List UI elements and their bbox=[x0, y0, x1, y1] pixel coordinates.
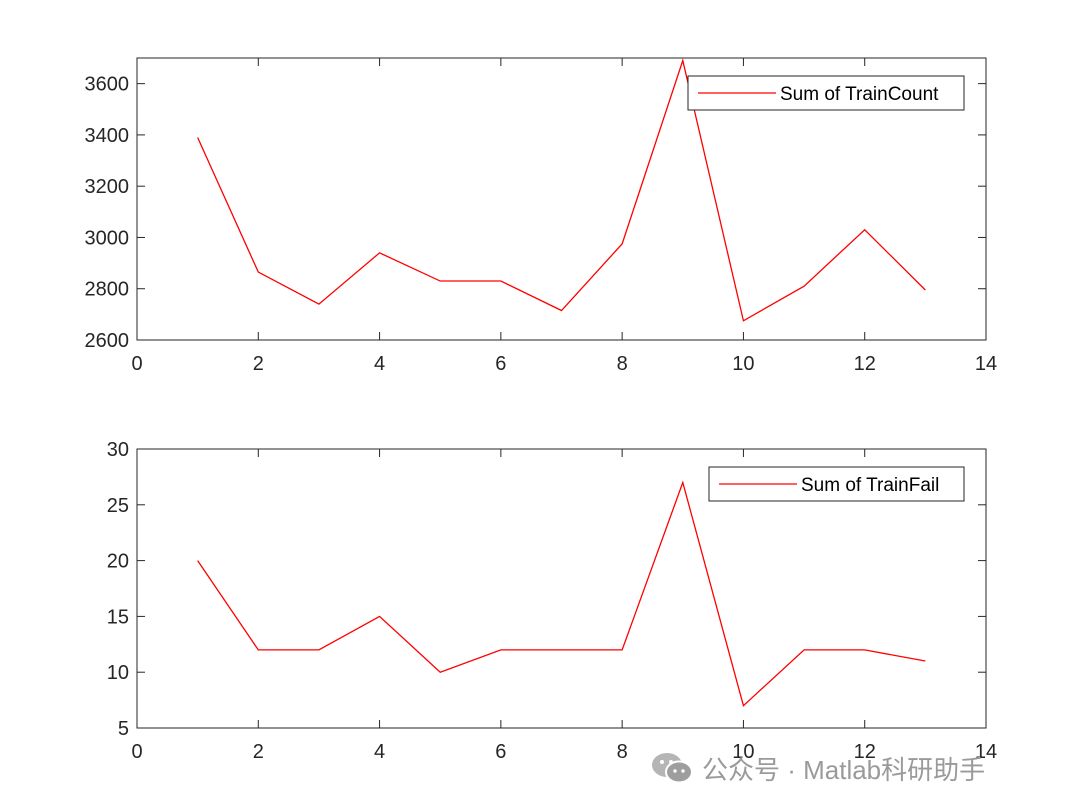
y-tick-label: 30 bbox=[107, 439, 129, 461]
x-tick-label: 14 bbox=[975, 353, 997, 375]
x-tick-label: 10 bbox=[732, 741, 754, 763]
x-tick-label: 2 bbox=[253, 353, 264, 375]
x-tick-label: 12 bbox=[854, 741, 876, 763]
y-tick-label: 3400 bbox=[85, 125, 130, 147]
x-tick-label: 4 bbox=[374, 741, 385, 763]
y-tick-label: 5 bbox=[118, 718, 129, 740]
x-tick-label: 0 bbox=[131, 353, 142, 375]
x-tick-label: 8 bbox=[617, 741, 628, 763]
y-tick-label: 2600 bbox=[85, 330, 130, 352]
y-tick-label: 10 bbox=[107, 662, 129, 684]
legend-label: Sum of TrainFail bbox=[801, 475, 939, 496]
axes-frame bbox=[136, 448, 987, 729]
legend-label: Sum of TrainCount bbox=[780, 84, 939, 105]
y-tick-label: 15 bbox=[107, 606, 129, 628]
y-tick-label: 3200 bbox=[85, 176, 130, 198]
y-tick-label: 3000 bbox=[85, 227, 130, 249]
x-tick-label: 6 bbox=[495, 353, 506, 375]
x-tick-label: 0 bbox=[131, 741, 142, 763]
x-tick-label: 4 bbox=[374, 353, 385, 375]
top-subplot: 0 2 4 6 8 10 12 14 2600 2800 3000 3200 3400 3600 Sum o… bbox=[85, 57, 997, 375]
y-tick-label: 2800 bbox=[85, 279, 130, 301]
x-tick-label: 2 bbox=[253, 741, 264, 763]
wechat-icon bbox=[650, 750, 694, 786]
watermark-text: 公众号 · Matlab科研助手 bbox=[702, 754, 986, 785]
y-tick-label: 3600 bbox=[85, 74, 130, 96]
y-tick-label: 25 bbox=[107, 495, 129, 517]
series-line bbox=[197, 480, 926, 707]
x-tick-label: 10 bbox=[732, 353, 754, 375]
bottom-subplot: 0 2 4 6 8 10 12 14 5 10 15 20 25 30 Sum of TrainFail bbox=[107, 439, 997, 763]
x-tick-label: 12 bbox=[854, 353, 876, 375]
watermark: 公众号 · Matlab科研助手 bbox=[650, 748, 985, 788]
x-tick-label: 6 bbox=[495, 741, 506, 763]
x-tick-label: 8 bbox=[617, 353, 628, 375]
y-tick-label: 20 bbox=[107, 551, 129, 573]
axes-frame bbox=[136, 57, 987, 341]
series-line bbox=[197, 58, 926, 322]
x-tick-label: 14 bbox=[975, 741, 997, 763]
